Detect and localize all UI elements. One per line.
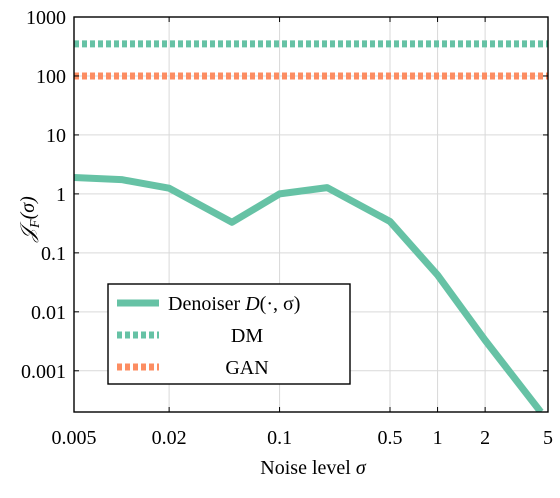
legend-label-denoiser: Denoiser D(·, σ) [168, 293, 300, 315]
legend-label-dm: DM [231, 325, 263, 347]
y-tick-label: 10 [46, 125, 66, 147]
x-axis-label: Noise level σ [260, 457, 367, 479]
y-tick-label: 1 [56, 184, 66, 206]
ticks [73, 16, 549, 412]
y-axis-label: 𝒥F(σ) [17, 196, 43, 243]
legend-label-gan: GAN [225, 357, 268, 379]
x-tick-labels: 0.005 0.02 0.1 0.5 1 2 5 [52, 427, 554, 449]
y-tick-label: 0.01 [31, 302, 66, 324]
y-tick-label: 1000 [26, 7, 66, 29]
plot-frame [73, 16, 549, 413]
x-tick-label: 0.02 [152, 427, 187, 449]
y-tick-label: 0.001 [21, 361, 66, 383]
legend: Denoiser D(·, σ) DM GAN [107, 283, 351, 385]
x-tick-label: 0.005 [52, 427, 97, 449]
x-tick-label: 5 [543, 427, 553, 449]
y-tick-label: 0.1 [41, 243, 66, 265]
y-tick-label: 100 [36, 66, 66, 88]
x-tick-label: 0.1 [267, 427, 292, 449]
x-tick-label: 0.5 [378, 427, 403, 449]
y-tick-labels: 0.001 0.01 0.1 1 10 100 1000 [21, 7, 66, 383]
series-layer [74, 40, 548, 412]
x-tick-label: 1 [433, 427, 443, 449]
x-tick-label: 2 [480, 427, 490, 449]
series-line-denoiser [74, 174, 544, 412]
